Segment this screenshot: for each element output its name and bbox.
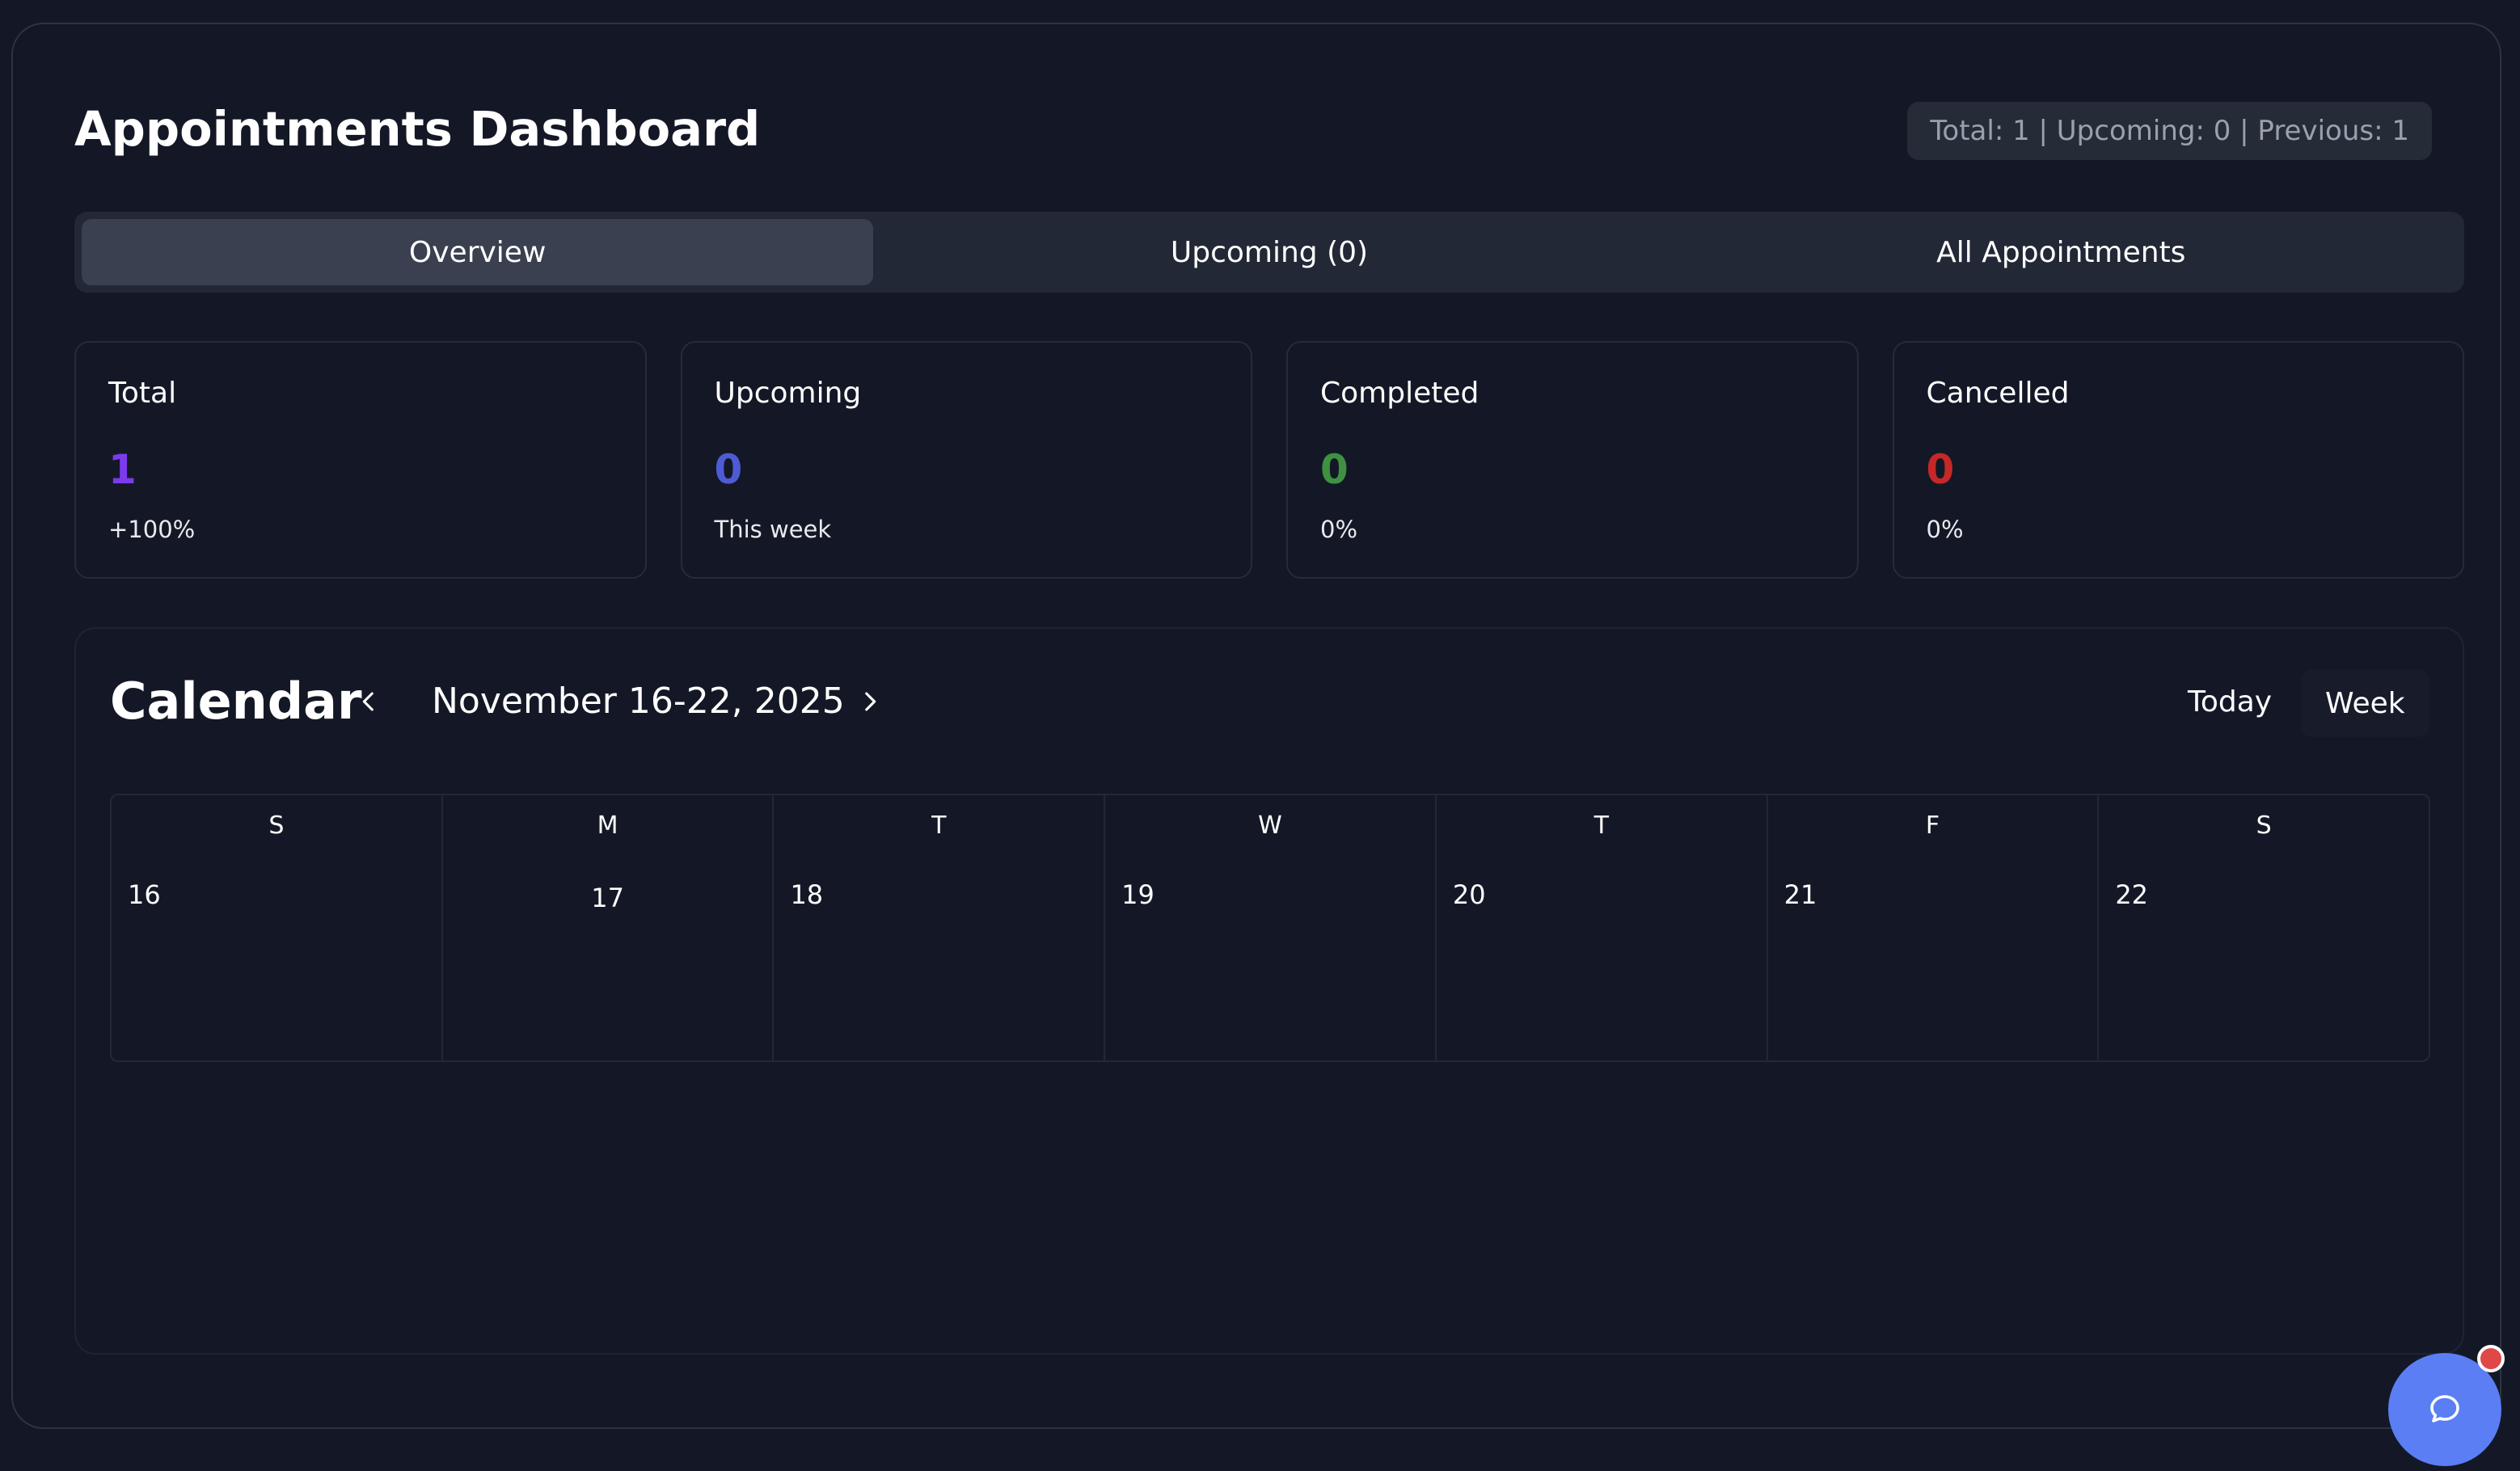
next-week-button[interactable] [847,679,893,724]
prev-week-button[interactable] [346,679,391,724]
day-letter: F [1925,811,1940,840]
day-letter: T [1593,811,1609,840]
day-number: 22 [2115,879,2149,910]
stat-label: Completed [1320,377,1479,410]
stat-label: Upcoming [714,377,862,410]
stat-card-upcoming: Upcoming 0 This week [680,341,1252,579]
day-letter: S [268,811,285,840]
calendar-card: Calendar November 16-22, 2025 Today Week… [74,627,2464,1355]
day-cell[interactable]: F 21 [1768,795,2100,1060]
stat-card-completed: Completed 0 0% [1286,341,1859,579]
day-cell[interactable]: W 19 [1105,795,1437,1060]
stat-subtext: This week [714,516,832,543]
stat-value: 1 [108,446,137,493]
day-letter: M [597,811,618,840]
day-cell[interactable]: M 17 [443,795,775,1060]
calendar-date-range: November 16-22, 2025 [432,681,845,722]
tab-bar: Overview Upcoming (0) All Appointments [74,212,2464,293]
chat-bubble-icon [2430,1395,2459,1423]
stat-subtext: 0% [1320,516,1358,543]
notification-badge [2477,1345,2505,1372]
chat-button[interactable] [2388,1353,2501,1466]
stat-value: 0 [1926,446,1955,493]
appointment-summary-badge: Total: 1 | Upcoming: 0 | Previous: 1 [1907,102,2432,160]
day-cell[interactable]: T 20 [1437,795,1768,1060]
tab-overview[interactable]: Overview [82,219,874,285]
chevron-left-icon [362,692,374,711]
stat-label: Cancelled [1926,377,2070,410]
stat-value: 0 [1320,446,1349,493]
day-cell[interactable]: S 16 [112,795,443,1060]
stat-card-cancelled: Cancelled 0 0% [1892,341,2464,579]
day-letter: T [931,811,947,840]
day-letter: S [2256,811,2272,840]
week-view-button[interactable]: Week [2301,669,2429,737]
stat-card-total: Total 1 +100% [74,341,647,579]
tab-all-appointments[interactable]: All Appointments [1936,235,2186,269]
page-title: Appointments Dashboard [74,101,761,157]
day-number: 17 [591,883,624,913]
day-cell[interactable]: T 18 [774,795,1106,1060]
day-cell[interactable]: S 22 [2099,795,2429,1060]
day-number: 19 [1121,879,1154,910]
stats-row: Total 1 +100% Upcoming 0 This week Compl… [74,341,2464,579]
stat-value: 0 [714,446,743,493]
today-button[interactable]: Today [2188,685,2273,719]
day-number: 16 [128,879,161,910]
tab-upcoming[interactable]: Upcoming (0) [1170,235,1369,269]
day-number: 20 [1452,879,1486,910]
week-grid: S 16 M 17 T 18 W 19 T 20 F 21 [110,794,2430,1062]
day-number: 21 [1783,879,1817,910]
calendar-title: Calendar [110,672,362,731]
day-number: 18 [790,879,824,910]
stat-label: Total [108,377,177,410]
stat-subtext: 0% [1926,516,1964,543]
stat-subtext: +100% [108,516,196,543]
day-letter: W [1258,811,1282,840]
dashboard-window: Appointments Dashboard Total: 1 | Upcomi… [11,23,2501,1429]
chevron-right-icon [865,692,876,711]
